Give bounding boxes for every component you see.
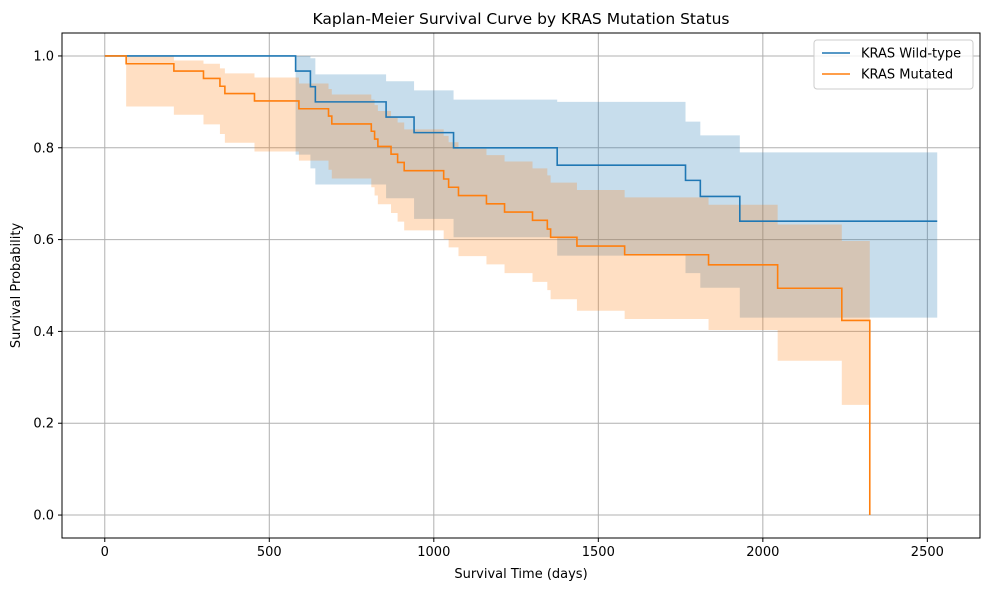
chart-title: Kaplan-Meier Survival Curve by KRAS Muta… [313, 10, 730, 28]
y-tick-label: 0.4 [33, 325, 54, 340]
x-tick-label: 2500 [911, 545, 944, 560]
survival-line-wild-type [104, 55, 938, 223]
y-axis-label: Survival Probability [9, 223, 24, 349]
axis-ticks: 0 500 1000 1500 2000 2500 0.0 0.2 0.4 0.6 0.8 1.0 [33, 49, 944, 560]
x-tick-label: 1500 [582, 545, 615, 560]
confidence-bands [104, 55, 938, 405]
y-tick-label: 0.0 [33, 509, 54, 524]
legend-label-mutated: KRAS Mutated [861, 68, 953, 83]
ci-band-wild-type [104, 55, 938, 318]
legend-box [813, 39, 974, 90]
survival-lines [104, 55, 938, 516]
y-tick-label: 0.2 [33, 417, 54, 432]
y-tick-label: 1.0 [33, 49, 54, 64]
y-tick-label: 0.8 [33, 141, 54, 156]
legend-label-wild-type: KRAS Wild-type [861, 47, 961, 62]
plot-frame [61, 32, 981, 539]
x-tick-label: 1000 [417, 545, 450, 560]
y-tick-label: 0.6 [33, 233, 54, 248]
x-tick-label: 0 [101, 545, 109, 560]
x-tick-label: 2000 [746, 545, 779, 560]
x-axis-label: Survival Time (days) [454, 567, 587, 582]
ci-band-mutated [104, 55, 870, 405]
survival-line-mutated [104, 55, 871, 516]
legend: KRAS Wild-type KRAS Mutated [813, 39, 974, 90]
x-tick-label: 500 [257, 545, 282, 560]
